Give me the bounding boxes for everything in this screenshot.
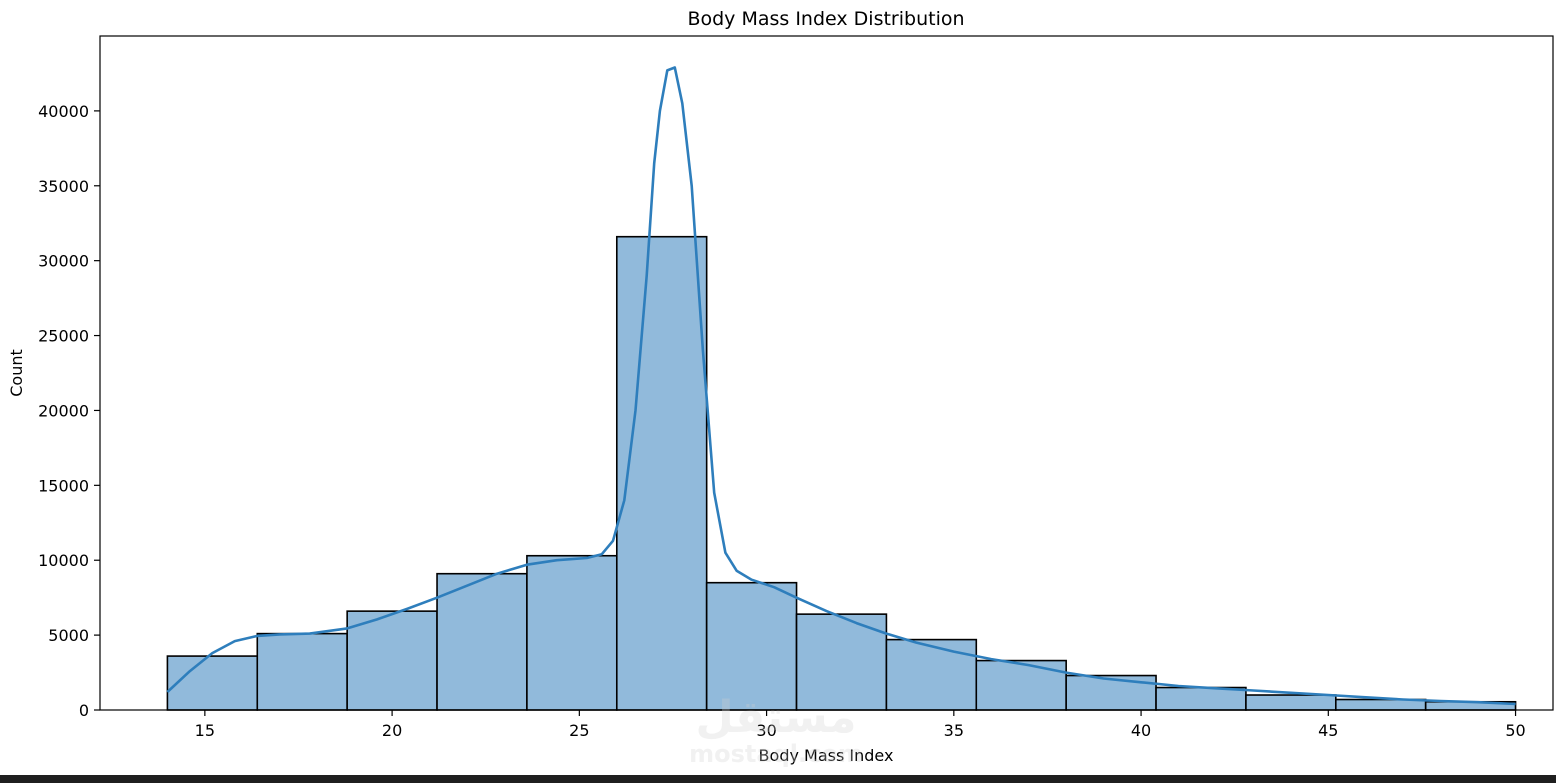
histogram-bar [885, 638, 978, 711]
plot-frame [99, 35, 1554, 711]
histogram-bar [256, 632, 348, 711]
x-tick-label: 45 [1318, 721, 1338, 740]
x-tick-label: 15 [195, 721, 215, 740]
histogram-bar [705, 581, 798, 711]
y-ticks-group: 0 5000 10000 15000 20000 25000 30000 35000 40000 [38, 102, 100, 720]
histogram-bar [1155, 686, 1247, 711]
y-tick-label: 0 [79, 701, 89, 720]
x-tick-label: 35 [944, 721, 964, 740]
x-tick-label: 50 [1505, 721, 1525, 740]
y-tick-label: 30000 [38, 252, 89, 271]
histogram-bar [975, 659, 1067, 711]
x-tick-label: 20 [382, 721, 402, 740]
y-tick-label: 20000 [38, 401, 89, 420]
x-tick-label: 25 [569, 721, 589, 740]
histogram-bar [1245, 694, 1337, 711]
y-tick-label: 40000 [38, 102, 89, 121]
bottom-bar [0, 775, 1556, 783]
x-tick-label: 30 [756, 721, 776, 740]
y-tick-label: 5000 [48, 626, 89, 645]
watermark: مستقل mostaql.com [689, 692, 863, 768]
x-ticks-group: 15 20 25 30 35 40 45 50 [195, 710, 1526, 740]
histogram-bar [1065, 674, 1157, 711]
kde-line [166, 66, 1516, 706]
watermark-arabic: مستقل [696, 692, 857, 743]
histogram-bar [526, 554, 618, 711]
y-tick-label: 15000 [38, 476, 89, 495]
histogram-bar [346, 610, 438, 711]
x-tick-label: 40 [1131, 721, 1151, 740]
histogram-bar [436, 572, 528, 711]
watermark-latin: mostaql.com [689, 740, 863, 768]
y-axis-label: Count [7, 349, 26, 397]
chart-title: Body Mass Index Distribution [687, 8, 964, 30]
x-axis-label: Body Mass Index [759, 746, 894, 765]
bars-group [166, 235, 1517, 711]
histogram-bar [615, 235, 708, 711]
y-tick-label: 35000 [38, 177, 89, 196]
histogram-bar [795, 613, 888, 711]
histogram-bar [166, 655, 259, 711]
y-tick-label: 25000 [38, 327, 89, 346]
kde-group [166, 66, 1516, 706]
y-tick-label: 10000 [38, 551, 89, 570]
